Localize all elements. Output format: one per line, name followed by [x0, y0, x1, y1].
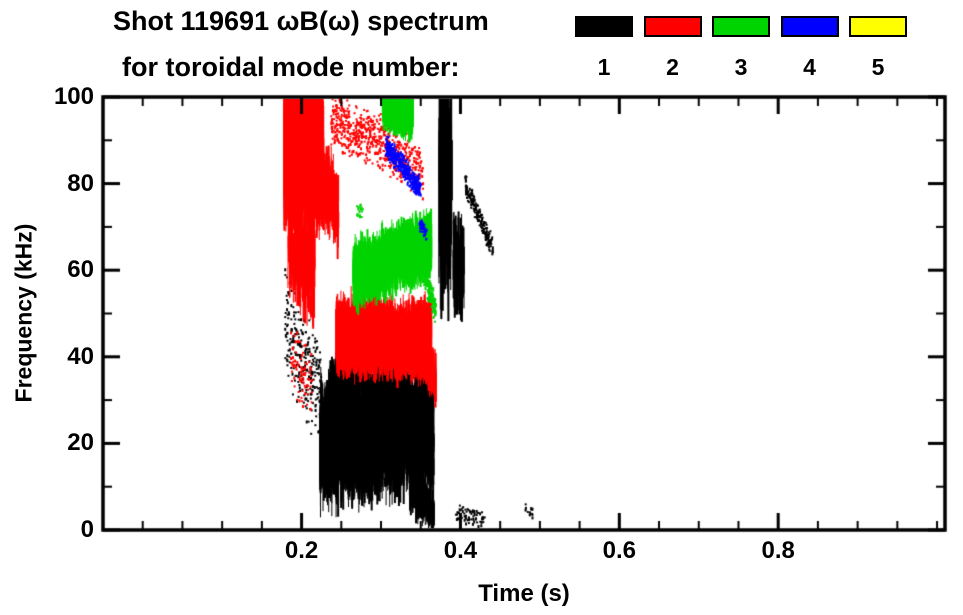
chart-subtitle: for toroidal mode number:	[122, 52, 460, 82]
y-tick-label: 60	[67, 256, 94, 284]
legend-swatch-mode-4	[780, 16, 839, 37]
y-axis-label: Frequency (kHz)	[10, 223, 37, 403]
y-tick-label: 100	[53, 83, 94, 110]
legend-label-mode-5: 5	[871, 54, 885, 80]
y-tick-label: 0	[80, 516, 94, 543]
x-tick-label: 0.8	[761, 537, 795, 564]
y-tick-label: 80	[67, 169, 94, 197]
chart-title: Shot 119691 ωB(ω) spectrum	[113, 6, 489, 36]
y-tick-label: 20	[67, 429, 94, 457]
legend-label-mode-4: 4	[803, 54, 816, 80]
legend-label-mode-1: 1	[597, 54, 611, 80]
legend-label-mode-3: 3	[734, 54, 748, 80]
x-tick-label: 0.4	[443, 537, 478, 564]
x-axis-label: Time (s)	[478, 580, 570, 607]
legend-swatch-mode-1	[575, 16, 633, 37]
legend-swatch-mode-5	[849, 16, 907, 37]
legend-swatch-mode-3	[712, 16, 770, 37]
legend-swatch-mode-2	[643, 16, 702, 37]
x-tick-label: 0.2	[284, 537, 319, 564]
legend-label-mode-2: 2	[666, 54, 679, 80]
y-tick-label: 40	[67, 342, 94, 370]
x-tick-label: 0.6	[602, 537, 636, 564]
